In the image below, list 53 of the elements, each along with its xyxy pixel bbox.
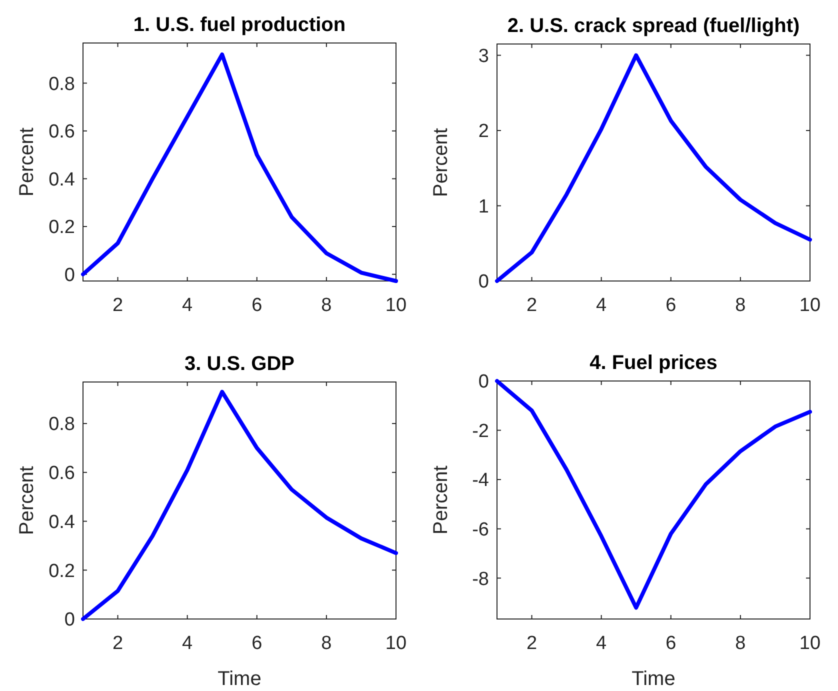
x-tick-label: 6 xyxy=(252,295,262,316)
x-tick-label: 10 xyxy=(385,295,407,316)
x-tick-label: 8 xyxy=(321,633,332,654)
y-tick-label: 0.8 xyxy=(48,74,75,95)
y-tick-label: 0.6 xyxy=(48,122,75,143)
x-tick-label: 2 xyxy=(526,633,538,654)
x-tick-label: 6 xyxy=(666,633,676,654)
x-tick-label: 4 xyxy=(596,633,608,654)
x-tick-label: 10 xyxy=(385,633,407,654)
chart-title: 2. U.S. crack spread (fuel/light) xyxy=(507,15,800,37)
y-tick-label: 2 xyxy=(478,121,489,142)
y-tick-label: -4 xyxy=(472,470,490,492)
y-tick-label: -8 xyxy=(472,568,489,590)
x-tick-label: 2 xyxy=(112,633,124,654)
x-tick-label: 6 xyxy=(252,633,262,654)
chart-title: 1. U.S. fuel production xyxy=(133,14,346,36)
chart-title: 3. U.S. GDP xyxy=(184,353,295,375)
line-series xyxy=(81,52,398,283)
y-tick-label: -6 xyxy=(472,519,489,540)
y-tick-label: 0 xyxy=(478,272,489,293)
y-tick-label: 0.4 xyxy=(48,512,76,533)
x-tick-label: 4 xyxy=(596,295,608,316)
y-tick-label: -2 xyxy=(472,420,489,442)
x-tick-label: 2 xyxy=(112,295,124,316)
line-series xyxy=(81,390,398,621)
y-tick-label: 1 xyxy=(478,196,489,218)
x-tick-label: 10 xyxy=(799,295,821,316)
y-axis-title: Percent xyxy=(16,127,38,196)
y-tick-label: 0.2 xyxy=(48,560,75,582)
x-tick-label: 4 xyxy=(182,633,194,654)
y-tick-label: 0.2 xyxy=(48,217,75,238)
x-tick-label: 4 xyxy=(182,295,194,316)
y-tick-label: 0 xyxy=(478,372,489,393)
y-tick-label: 0.6 xyxy=(48,463,75,484)
line-series xyxy=(495,53,812,283)
x-tick-label: 6 xyxy=(666,295,676,316)
x-tick-label: 8 xyxy=(735,295,746,316)
x-tick-label: 8 xyxy=(735,633,746,654)
x-tick-label: 8 xyxy=(321,295,332,316)
y-axis-title: Percent xyxy=(430,128,452,197)
y-tick-label: 0.8 xyxy=(48,414,75,436)
x-axis-title: Time xyxy=(218,668,262,690)
x-tick-label: 10 xyxy=(799,633,821,654)
line-series xyxy=(495,379,812,610)
x-axis-title: Time xyxy=(632,668,676,690)
y-tick-label: 3 xyxy=(478,46,489,67)
chart-title: 4. Fuel prices xyxy=(590,352,718,374)
y-axis-title: Percent xyxy=(16,466,38,535)
x-tick-label: 2 xyxy=(526,295,538,316)
y-axis-title: Percent xyxy=(430,465,452,534)
y-tick-label: 0 xyxy=(64,264,75,286)
y-tick-label: 0.4 xyxy=(48,169,76,190)
y-tick-label: 0 xyxy=(64,610,75,631)
